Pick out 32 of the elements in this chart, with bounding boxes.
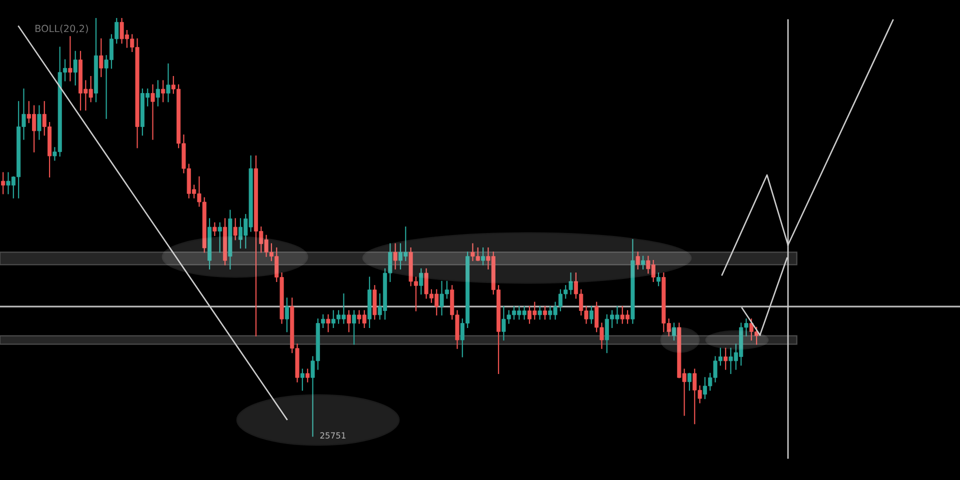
candlestick bbox=[300, 368, 304, 391]
candlestick bbox=[538, 306, 542, 320]
candlestick bbox=[73, 50, 78, 86]
candlestick bbox=[656, 272, 661, 286]
candlestick bbox=[212, 222, 217, 236]
candlestick bbox=[99, 38, 104, 78]
candlestick bbox=[393, 243, 398, 270]
annotation: BOLL(20,2) bbox=[36, 24, 88, 34]
candlestick bbox=[161, 80, 166, 102]
candlestick bbox=[672, 322, 676, 341]
candlestick bbox=[166, 63, 170, 102]
candlestick bbox=[37, 105, 42, 140]
candlestick bbox=[724, 348, 728, 370]
candlestick bbox=[481, 247, 486, 266]
candlestick bbox=[419, 268, 424, 295]
candlestick bbox=[1, 172, 6, 194]
candlestick bbox=[352, 310, 356, 345]
candlestick bbox=[68, 34, 72, 82]
candlestick bbox=[641, 256, 646, 270]
candlestick bbox=[218, 222, 222, 253]
candlestick bbox=[150, 84, 155, 140]
candlestick bbox=[326, 314, 330, 332]
candlestick bbox=[306, 368, 310, 382]
annotation: 25751 bbox=[320, 432, 346, 439]
candlestick bbox=[636, 252, 640, 270]
candlestick bbox=[687, 372, 692, 391]
candlestick bbox=[233, 218, 238, 240]
candlestick bbox=[542, 306, 547, 320]
candlestick bbox=[284, 298, 289, 332]
candlestick bbox=[589, 306, 594, 324]
candlestick bbox=[346, 310, 351, 332]
candlestick bbox=[156, 80, 160, 106]
